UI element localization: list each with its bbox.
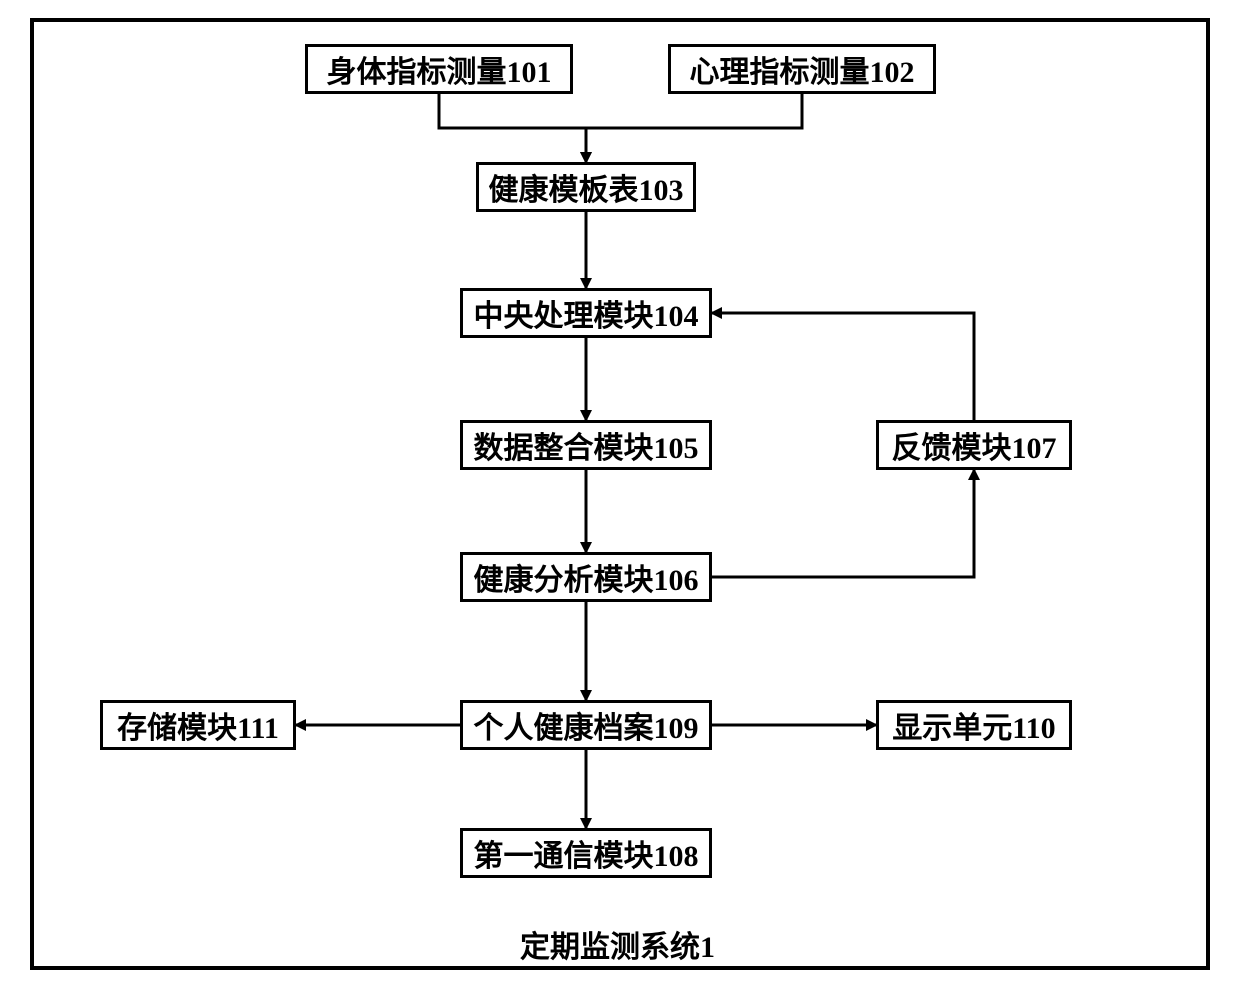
- node-n110: 显示单元110: [876, 700, 1072, 750]
- node-label: 第一通信模块108: [474, 831, 699, 875]
- node-n111: 存储模块111: [100, 700, 296, 750]
- node-n102: 心理指标测量102: [668, 44, 936, 94]
- node-label: 数据整合模块105: [474, 423, 699, 467]
- node-label: 健康模板表103: [489, 165, 684, 209]
- node-label: 存储模块111: [117, 703, 279, 747]
- node-label: 中央处理模块104: [474, 291, 699, 335]
- diagram-title: 定期监测系统1: [520, 922, 715, 966]
- node-label: 身体指标测量101: [327, 47, 552, 91]
- node-n104: 中央处理模块104: [460, 288, 712, 338]
- node-n108: 第一通信模块108: [460, 828, 712, 878]
- node-n106: 健康分析模块106: [460, 552, 712, 602]
- node-n105: 数据整合模块105: [460, 420, 712, 470]
- node-label: 心理指标测量102: [690, 47, 915, 91]
- node-label: 反馈模块107: [892, 423, 1057, 467]
- node-label: 健康分析模块106: [474, 555, 699, 599]
- node-n109: 个人健康档案109: [460, 700, 712, 750]
- node-n107: 反馈模块107: [876, 420, 1072, 470]
- node-n101: 身体指标测量101: [305, 44, 573, 94]
- node-label: 个人健康档案109: [474, 703, 699, 747]
- node-label: 显示单元110: [892, 703, 1055, 747]
- node-n103: 健康模板表103: [476, 162, 696, 212]
